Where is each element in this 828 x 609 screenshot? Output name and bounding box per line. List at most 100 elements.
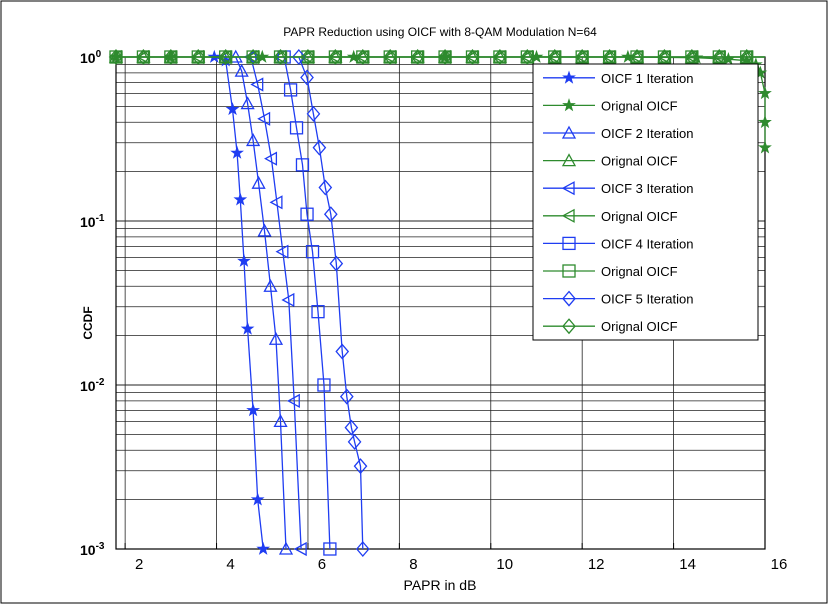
data-point	[347, 433, 362, 450]
data-point	[758, 86, 772, 100]
data-point	[562, 264, 576, 278]
legend-entry: Orignal OICF	[543, 264, 678, 279]
data-point	[218, 49, 233, 65]
data-point	[562, 70, 576, 84]
x-tick-label: 16	[771, 556, 788, 573]
data-point	[438, 49, 452, 65]
series-line	[214, 56, 264, 550]
x-tick-label: 2	[135, 556, 143, 573]
legend-entry: OICF 4 Iteration	[543, 236, 693, 251]
legend-entry: OICF 1 Iteration	[543, 70, 693, 86]
series-9	[291, 49, 370, 557]
x-tick-label: 10	[496, 556, 513, 573]
data-point	[300, 69, 314, 86]
legend-label: OICF 3 Iteration	[601, 181, 693, 196]
data-point	[273, 414, 288, 428]
y-tick-exponent: -3	[96, 541, 105, 552]
chart-title: PAPR Reduction using OICF with 8-QAM Mod…	[283, 25, 597, 39]
legend-label: Orignal OICF	[601, 264, 678, 279]
data-point	[230, 145, 244, 159]
data-point	[109, 49, 123, 65]
data-point	[561, 208, 575, 223]
y-tick-exponent: -1	[96, 213, 105, 224]
data-point	[268, 331, 284, 345]
data-point	[562, 318, 576, 335]
data-point	[305, 245, 320, 259]
data-point	[246, 49, 260, 65]
data-point	[561, 125, 577, 139]
data-point	[191, 49, 206, 65]
data-point	[329, 255, 344, 272]
legend-entry: OICF 5 Iteration	[543, 290, 693, 307]
x-axis-label: PAPR in dB	[404, 577, 477, 593]
data-point	[465, 49, 480, 65]
data-point	[286, 393, 300, 408]
series-line	[283, 56, 331, 550]
data-point	[293, 541, 307, 557]
legend-entry: Orignal OICF	[543, 153, 678, 169]
series-10	[109, 49, 765, 65]
data-point	[263, 278, 278, 292]
data-point	[283, 83, 298, 97]
legend-label: Orignal OICF	[601, 209, 678, 224]
legend-label: OICF 1 Iteration	[601, 71, 693, 86]
data-point	[256, 541, 271, 555]
legend-label: OICF 2 Iteration	[601, 126, 693, 141]
data-point	[306, 105, 321, 122]
data-point	[278, 541, 294, 555]
data-point	[562, 98, 576, 112]
series-7	[277, 50, 337, 556]
data-point	[353, 458, 368, 475]
data-point	[758, 140, 772, 154]
series-line	[250, 56, 302, 550]
data-point	[300, 207, 314, 221]
y-tick-exponent: 0	[96, 49, 102, 60]
data-point	[562, 290, 576, 307]
x-tick-label: 8	[409, 556, 417, 573]
data-point	[328, 49, 343, 65]
data-point	[136, 49, 151, 65]
x-tick-label: 6	[318, 556, 326, 573]
data-point	[561, 181, 575, 196]
legend-entry: OICF 2 Iteration	[543, 125, 693, 141]
data-point	[291, 49, 306, 65]
data-point	[562, 236, 576, 251]
data-point	[311, 305, 325, 319]
data-point	[410, 49, 425, 65]
series-line	[298, 56, 364, 550]
data-point	[233, 192, 248, 206]
legend-entry: Orignal OICF	[543, 318, 678, 335]
data-point	[312, 139, 327, 156]
data-point	[383, 49, 398, 65]
data-point	[493, 49, 507, 65]
data-point	[225, 102, 240, 116]
data-point	[275, 244, 289, 259]
data-point	[317, 378, 331, 392]
data-point	[246, 133, 261, 147]
data-point	[355, 541, 370, 557]
data-point	[281, 292, 295, 308]
y-axis-label: CCDF	[81, 306, 95, 339]
data-point	[250, 492, 265, 506]
data-point	[234, 63, 249, 77]
legend-label: Orignal OICF	[601, 319, 678, 334]
data-point	[339, 388, 354, 405]
data-point	[251, 175, 266, 189]
data-point	[246, 403, 260, 417]
y-tick-exponent: -2	[96, 377, 105, 388]
data-point	[561, 153, 577, 167]
data-point	[240, 321, 255, 335]
data-point	[240, 96, 255, 110]
legend: OICF 1 Iteration Orignal OICF OICF 2 Itera…	[532, 63, 759, 341]
data-point	[520, 49, 535, 65]
data-point	[163, 49, 178, 65]
series-1	[207, 49, 271, 555]
data-point	[323, 206, 338, 223]
legend-label: OICF 5 Iteration	[601, 292, 693, 307]
data-point	[301, 49, 315, 65]
legend-entry: Orignal OICF	[543, 98, 678, 113]
series-line	[235, 56, 287, 550]
data-point	[758, 115, 772, 129]
legend-label: Orignal OICF	[601, 98, 678, 113]
